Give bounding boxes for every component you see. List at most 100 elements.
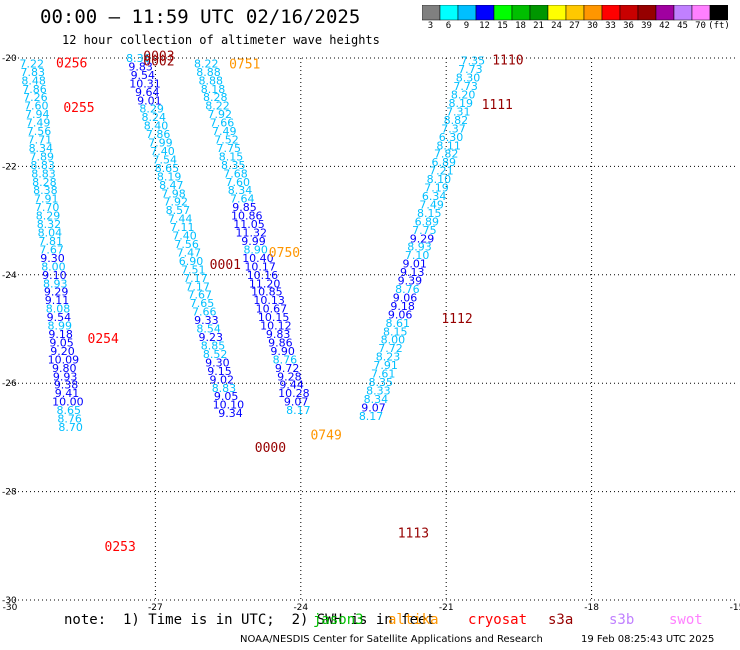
swh-value: 8.35 bbox=[221, 159, 246, 172]
swh-value: 9.83 bbox=[266, 328, 291, 341]
lat-tick-label: -24 bbox=[2, 271, 17, 281]
swh-value: 7.19 bbox=[424, 182, 449, 195]
lon-tick-label: -27 bbox=[148, 603, 163, 613]
pass-number-label: 1112 bbox=[441, 312, 472, 327]
swh-value: 8.99 bbox=[48, 320, 73, 333]
swh-value: 7.17 bbox=[185, 280, 210, 293]
swh-value: 7.75 bbox=[412, 224, 437, 237]
swh-value: 8.23 bbox=[376, 351, 401, 364]
swh-value: 9.06 bbox=[388, 308, 413, 321]
swh-value: 8.15 bbox=[383, 325, 408, 338]
swh-value: 10.15 bbox=[258, 311, 290, 324]
swh-value: 11.20 bbox=[249, 277, 281, 290]
legend-label: 33 bbox=[605, 21, 616, 31]
legend-label: 12 bbox=[479, 21, 490, 31]
satellite-name-altika: altika bbox=[388, 612, 439, 628]
swh-value: 8.61 bbox=[385, 317, 410, 330]
lon-tick-label: -21 bbox=[439, 603, 454, 613]
swh-value: 8.65 bbox=[57, 404, 82, 417]
swh-value: 7.86 bbox=[22, 83, 47, 96]
swh-value: 7.67 bbox=[39, 243, 64, 256]
swh-value: 6.30 bbox=[439, 131, 464, 144]
swh-value: 10.40 bbox=[242, 252, 274, 265]
swh-value: 8.35 bbox=[369, 376, 394, 389]
track-1110: 7.357.738.307.738.208.197.318.827.376.30… bbox=[359, 55, 485, 423]
swh-value: 9.34 bbox=[218, 407, 243, 420]
swh-value: 8.47 bbox=[159, 179, 184, 192]
legend-swatch bbox=[709, 5, 728, 21]
legend-label: 15 bbox=[497, 21, 508, 31]
satellite-name-s3a: s3a bbox=[548, 612, 574, 628]
swh-value: 8.22 bbox=[194, 57, 219, 70]
swh-value: 8.70 bbox=[58, 421, 83, 434]
lon-tick-label: -15 bbox=[730, 603, 740, 613]
swh-value: 9.64 bbox=[135, 86, 160, 99]
swh-value: 7.60 bbox=[24, 100, 49, 113]
swh-value: 8.48 bbox=[21, 74, 46, 87]
swh-value: 7.64 bbox=[230, 193, 255, 206]
swh-value: 8.29 bbox=[36, 210, 61, 223]
page-subtitle: 12 hour collection of altimeter wave hei… bbox=[62, 33, 380, 47]
swh-value: 7.52 bbox=[214, 134, 239, 147]
swh-value: 7.66 bbox=[192, 306, 217, 319]
swh-value: 7.60 bbox=[225, 176, 250, 189]
swh-value: 7.89 bbox=[29, 150, 54, 163]
swh-value: 8.57 bbox=[166, 204, 191, 217]
swh-value: 7.92 bbox=[208, 108, 233, 121]
swh-value: 10.12 bbox=[260, 320, 292, 333]
pass-number-label: 0003 bbox=[143, 49, 174, 64]
swh-value: 8.19 bbox=[157, 170, 182, 183]
pass-number-label: 0000 bbox=[255, 441, 286, 456]
swh-value: 9.33 bbox=[194, 314, 219, 327]
legend-label: 24 bbox=[551, 21, 562, 31]
swh-value: 9.10 bbox=[42, 269, 67, 282]
swh-value: 8.52 bbox=[203, 348, 228, 361]
swh-value: 7.94 bbox=[25, 108, 50, 121]
swh-value: 10.09 bbox=[48, 353, 80, 366]
swh-value: 7.68 bbox=[223, 167, 248, 180]
swh-value: 10.85 bbox=[251, 286, 283, 299]
swh-value: 7.71 bbox=[28, 134, 53, 147]
swh-value: 9.39 bbox=[398, 275, 423, 288]
swh-value: 9.07 bbox=[284, 396, 309, 409]
swh-value: 8.15 bbox=[417, 207, 442, 220]
legend-label: 9 bbox=[463, 21, 470, 31]
swh-value: 10.31 bbox=[129, 77, 161, 90]
swh-value: 8.33 bbox=[366, 384, 391, 397]
swh-value: 9.01 bbox=[402, 258, 427, 271]
swh-value: 7.56 bbox=[27, 125, 52, 138]
swh-value: 8.65 bbox=[155, 162, 180, 175]
satellite-name-jason3: jason3 bbox=[313, 612, 364, 628]
swh-value: 7.21 bbox=[429, 165, 454, 178]
legend-label: (ft) bbox=[708, 21, 730, 31]
swh-value: 8.76 bbox=[395, 283, 420, 296]
swh-value: 8.83 bbox=[212, 382, 237, 395]
satellite-name-swot: swot bbox=[669, 612, 703, 628]
pass-number-label: 1110 bbox=[492, 54, 523, 69]
swh-value: 9.90 bbox=[270, 345, 295, 358]
swh-value: 7.37 bbox=[441, 122, 466, 135]
swh-value: 8.83 bbox=[31, 167, 56, 180]
swh-value: 7.54 bbox=[152, 153, 177, 166]
swh-value: 9.15 bbox=[207, 365, 232, 378]
swh-value: 7.51 bbox=[181, 263, 206, 276]
legend-label: 6 bbox=[445, 21, 452, 31]
swh-value: 9.30 bbox=[40, 252, 65, 265]
lat-tick-label: -30 bbox=[2, 596, 17, 606]
track-0003: 8.369.839.5410.319.649.018.298.248.407.8… bbox=[126, 52, 244, 420]
swh-value: 9.07 bbox=[361, 401, 386, 414]
swh-value: 7.22 bbox=[20, 57, 45, 70]
swh-value: 9.01 bbox=[137, 94, 162, 107]
legend-label: 27 bbox=[569, 21, 580, 31]
swh-value: 8.85 bbox=[201, 339, 226, 352]
swh-value: 7.91 bbox=[34, 193, 59, 206]
swh-value: 7.75 bbox=[217, 142, 242, 155]
swh-value: 8.17 bbox=[286, 404, 311, 417]
swh-value: 7.61 bbox=[371, 368, 396, 381]
swh-value: 8.93 bbox=[407, 241, 432, 254]
swh-value: 8.34 bbox=[228, 184, 253, 197]
swh-value: 8.93 bbox=[43, 277, 68, 290]
swh-value: 10.17 bbox=[244, 260, 276, 273]
pass-number-label: 0253 bbox=[105, 540, 136, 555]
